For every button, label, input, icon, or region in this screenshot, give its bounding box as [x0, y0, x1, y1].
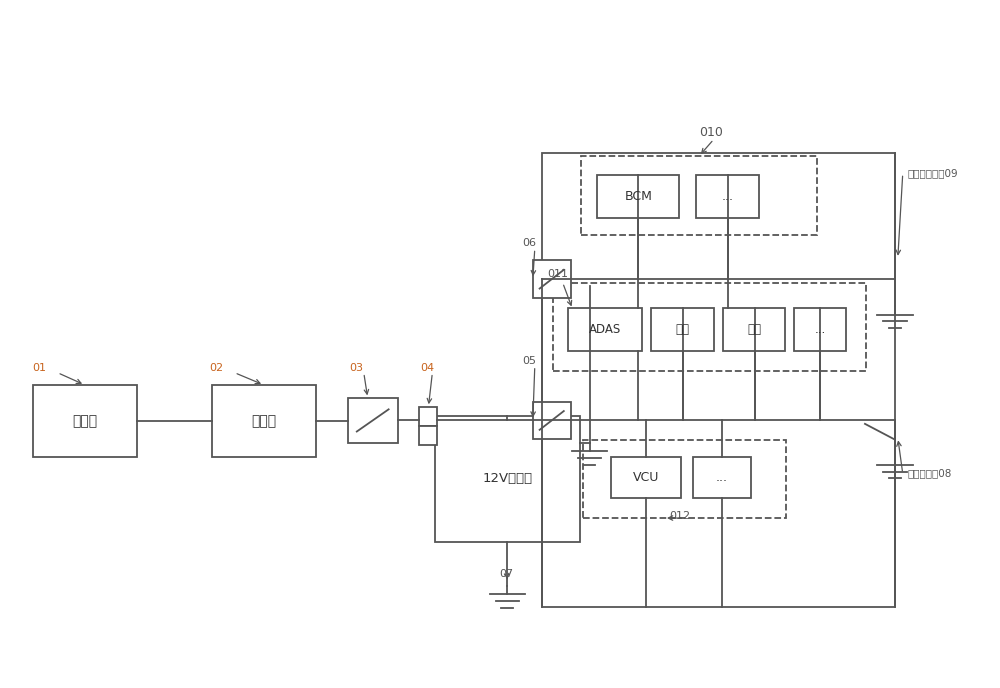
- Bar: [597, 175, 679, 217]
- Text: 发电机: 发电机: [251, 413, 276, 428]
- Text: BCM: BCM: [624, 190, 652, 203]
- Text: ...: ...: [721, 190, 733, 203]
- Text: 05: 05: [522, 356, 536, 366]
- Text: 冗余回路支路09: 冗余回路支路09: [908, 169, 958, 178]
- Bar: [611, 457, 681, 497]
- Text: 06: 06: [522, 239, 536, 248]
- Text: 12V蓄电池: 12V蓄电池: [482, 472, 533, 485]
- Text: 04: 04: [420, 363, 435, 373]
- Bar: [553, 283, 866, 372]
- Text: 转向: 转向: [675, 323, 689, 336]
- Text: 03: 03: [349, 363, 363, 373]
- Text: 发动机: 发动机: [72, 413, 97, 428]
- Bar: [581, 156, 817, 235]
- Bar: [723, 308, 785, 351]
- Bar: [651, 308, 714, 351]
- Bar: [212, 385, 316, 457]
- Bar: [33, 385, 137, 457]
- Text: 011: 011: [548, 269, 569, 279]
- Bar: [348, 398, 398, 442]
- Bar: [419, 407, 437, 426]
- Text: VCU: VCU: [633, 471, 659, 484]
- Bar: [533, 260, 571, 298]
- Text: ADAS: ADAS: [589, 323, 621, 336]
- Bar: [435, 416, 580, 542]
- Bar: [533, 402, 571, 439]
- Text: 012: 012: [669, 511, 690, 522]
- Bar: [696, 175, 759, 217]
- Bar: [419, 426, 437, 444]
- Bar: [542, 153, 895, 607]
- Text: 07: 07: [499, 570, 513, 579]
- Text: 01: 01: [33, 363, 47, 373]
- Text: ...: ...: [815, 323, 826, 336]
- Bar: [794, 308, 846, 351]
- Bar: [693, 457, 751, 497]
- Bar: [568, 308, 642, 351]
- Text: 主回路支路08: 主回路支路08: [908, 469, 952, 479]
- Text: 02: 02: [210, 363, 224, 373]
- Text: 010: 010: [699, 127, 723, 139]
- Text: ...: ...: [716, 471, 728, 484]
- Bar: [583, 440, 786, 518]
- Text: 制动: 制动: [747, 323, 761, 336]
